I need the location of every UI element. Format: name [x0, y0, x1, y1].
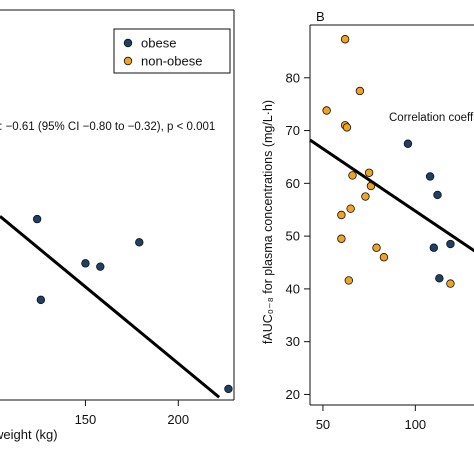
point-right-non-obese-6	[364, 168, 374, 177]
left-points	[32, 214, 233, 394]
point-right-non-obese-12	[372, 243, 381, 252]
right-x-tick-label-50: 50	[316, 417, 330, 432]
legend-marker-obese	[123, 38, 133, 48]
right-points	[322, 35, 455, 288]
point-right-obese-3	[429, 243, 439, 252]
point-left-obese-3	[135, 238, 144, 247]
point-right-non-obese-1	[340, 35, 350, 44]
right-correlation-annotation: Correlation coeff	[389, 112, 474, 124]
point-right-non-obese-0	[322, 106, 331, 115]
left-legend: obese non-obese	[113, 28, 231, 74]
right-y-tick-label-70: 70	[286, 123, 300, 138]
right-x-tick-label-100: 100	[404, 417, 426, 432]
right-panel: B 20 30 40 50 60 70 80 50 100 Correlation coeff…	[261, 9, 474, 432]
right-x-axis: 50 100	[316, 405, 426, 432]
left-x-tick-label-200: 200	[167, 412, 189, 427]
point-right-non-obese-11	[337, 234, 346, 243]
left-x-axis: 150 200	[75, 400, 189, 427]
right-y-tick-label-30: 30	[286, 334, 300, 349]
right-y-tick-label-20: 20	[286, 387, 300, 402]
legend-label-obese: obese	[141, 36, 176, 51]
point-right-obese-2	[433, 190, 442, 200]
left-panel: 150 200 weight (kg) obese non-obese t: −0…	[0, 9, 235, 442]
right-y-tick-label-40: 40	[286, 281, 300, 296]
point-right-non-obese-4	[342, 123, 352, 132]
right-y-tick-label-80: 80	[286, 70, 300, 85]
point-left-obese-0	[32, 214, 42, 224]
left-regression-line	[0, 215, 221, 399]
point-right-non-obese-8	[361, 192, 370, 201]
point-right-obese-5	[446, 239, 455, 249]
point-left-obese-1	[81, 259, 90, 268]
legend-marker-non-obese	[123, 56, 133, 66]
point-left-obese-5	[224, 384, 233, 394]
point-right-non-obese-2	[355, 86, 365, 96]
point-right-non-obese-15	[446, 279, 455, 288]
point-right-non-obese-5	[348, 171, 357, 180]
right-y-axis-label: fAUC₀₋₈ for plasma concentrations (mg/L·…	[261, 100, 275, 344]
legend-box	[113, 28, 231, 74]
point-right-obese-1	[425, 172, 435, 181]
left-x-axis-label: weight (kg)	[0, 427, 58, 442]
point-right-non-obese-13	[379, 253, 389, 262]
left-x-tick-label-150: 150	[75, 412, 97, 427]
point-right-non-obese-9	[346, 204, 355, 213]
point-right-non-obese-14	[344, 276, 354, 285]
point-right-non-obese-10	[337, 210, 346, 220]
panel-label-b: B	[316, 9, 325, 24]
right-y-tick-label-60: 60	[286, 176, 300, 191]
point-left-obese-2	[96, 262, 105, 271]
point-right-obese-4	[435, 274, 444, 283]
right-y-tick-label-50: 50	[286, 229, 300, 244]
right-y-axis: 20 30 40 50 60 70 80	[286, 70, 310, 402]
legend-label-non-obese: non-obese	[141, 54, 202, 69]
point-right-obese-0	[403, 139, 413, 148]
left-correlation-annotation: t: −0.61 (95% CI −0.80 to −0.32), p < 0.…	[0, 121, 215, 133]
point-left-obese-4	[36, 295, 46, 305]
right-regression-line	[309, 138, 474, 253]
